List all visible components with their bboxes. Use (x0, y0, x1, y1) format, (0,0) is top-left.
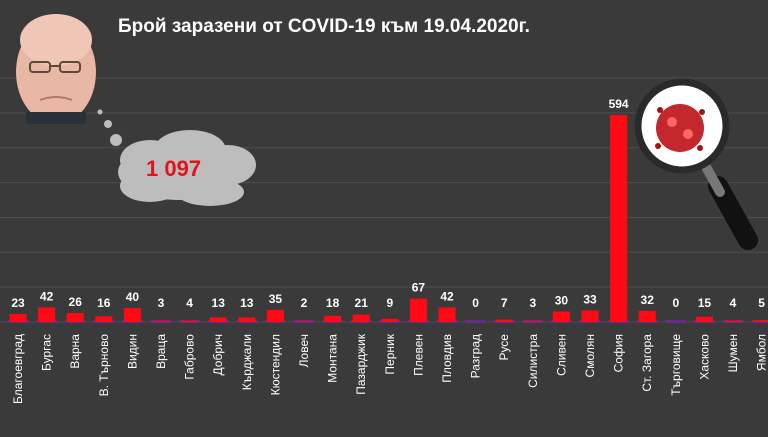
bar-10 (296, 321, 313, 322)
value-label: 42 (440, 289, 454, 303)
bar-22 (639, 311, 656, 322)
bar-25 (725, 321, 742, 322)
bar-9 (267, 310, 284, 322)
bar-18 (524, 321, 541, 322)
category-label: В. Търново (97, 334, 111, 397)
total-callout: 1 097 (146, 156, 201, 182)
category-label: Враца (154, 334, 168, 369)
value-label: 3 (529, 296, 536, 310)
bar-12 (353, 315, 370, 322)
category-label: Плевен (411, 334, 425, 376)
bar-19 (553, 312, 570, 322)
bar-base (665, 320, 686, 323)
category-label: Ямбол (755, 334, 768, 371)
category-label: Ст. Загора (640, 334, 654, 392)
bar-13 (381, 319, 398, 322)
value-label: 42 (40, 289, 54, 303)
bar-3 (95, 316, 112, 322)
category-label: Кюстендил (268, 334, 282, 395)
bar-17 (496, 320, 513, 322)
category-label: Шумен (726, 334, 740, 372)
value-label: 26 (69, 295, 83, 309)
bar-0 (10, 314, 27, 322)
bar-7 (210, 317, 227, 322)
chart-title: Брой заразени от COVID-19 към 19.04.2020… (118, 16, 530, 38)
bar-24 (696, 317, 713, 322)
value-label: 30 (555, 294, 569, 308)
value-label: 67 (412, 281, 426, 295)
category-label: Сливен (554, 334, 568, 376)
magnifier-virus-icon (638, 82, 748, 240)
category-label: Ловеч (297, 334, 311, 367)
bar-20 (582, 311, 599, 323)
bar-8 (238, 317, 255, 322)
category-label: Варна (68, 334, 82, 369)
category-label: Разград (469, 334, 483, 378)
value-label: 33 (583, 293, 597, 307)
category-label: Перник (383, 333, 397, 374)
category-label: Добрич (211, 334, 225, 375)
value-label: 2 (301, 296, 308, 310)
portrait-photo (16, 14, 96, 124)
category-labels: Благоевград Бургас Варна В. Търново Видин Вра… (11, 333, 768, 404)
value-label: 0 (472, 296, 479, 310)
value-label: 18 (326, 296, 340, 310)
category-label: Кърджали (240, 334, 254, 390)
bar-11 (324, 316, 341, 322)
value-label: 23 (11, 296, 25, 310)
bar-5 (153, 321, 170, 322)
category-label: София (612, 334, 626, 372)
bar-2 (67, 313, 84, 322)
bar-6 (181, 321, 198, 322)
value-label: 40 (126, 290, 140, 304)
value-label: 21 (355, 296, 369, 310)
category-label: Смолян (583, 334, 597, 377)
value-label: 7 (501, 296, 508, 310)
category-label: Хасково (697, 334, 711, 380)
bar-1 (38, 307, 55, 322)
bar-15 (439, 307, 456, 322)
value-label: 35 (269, 292, 283, 306)
bar-26 (753, 320, 768, 322)
value-label: 5 (758, 296, 765, 310)
value-label: 4 (186, 296, 193, 310)
value-label: 3 (158, 296, 165, 310)
bar-base (465, 320, 486, 323)
category-label: Русе (497, 334, 511, 361)
value-label: 9 (386, 296, 393, 310)
category-label: Пловдив (440, 334, 454, 383)
category-label: Монтана (326, 334, 340, 383)
value-label: 15 (698, 296, 712, 310)
category-label: Видин (125, 334, 139, 369)
category-label: Търговище (669, 334, 683, 396)
category-label: Габрово (183, 334, 197, 380)
value-label: 13 (212, 296, 226, 310)
category-label: Бургас (40, 334, 54, 371)
category-label: Силистра (526, 334, 540, 388)
bar-14 (410, 299, 427, 322)
bar-4 (124, 308, 141, 322)
value-label: 594 (609, 97, 629, 111)
value-label: 32 (641, 293, 655, 307)
value-label: 4 (730, 296, 737, 310)
category-label: Пазарджик (354, 333, 368, 394)
category-label: Благоевград (11, 334, 25, 404)
value-label: 0 (672, 296, 679, 310)
bar-21 (610, 115, 627, 322)
value-label: 13 (240, 296, 254, 310)
value-label: 16 (97, 296, 111, 310)
